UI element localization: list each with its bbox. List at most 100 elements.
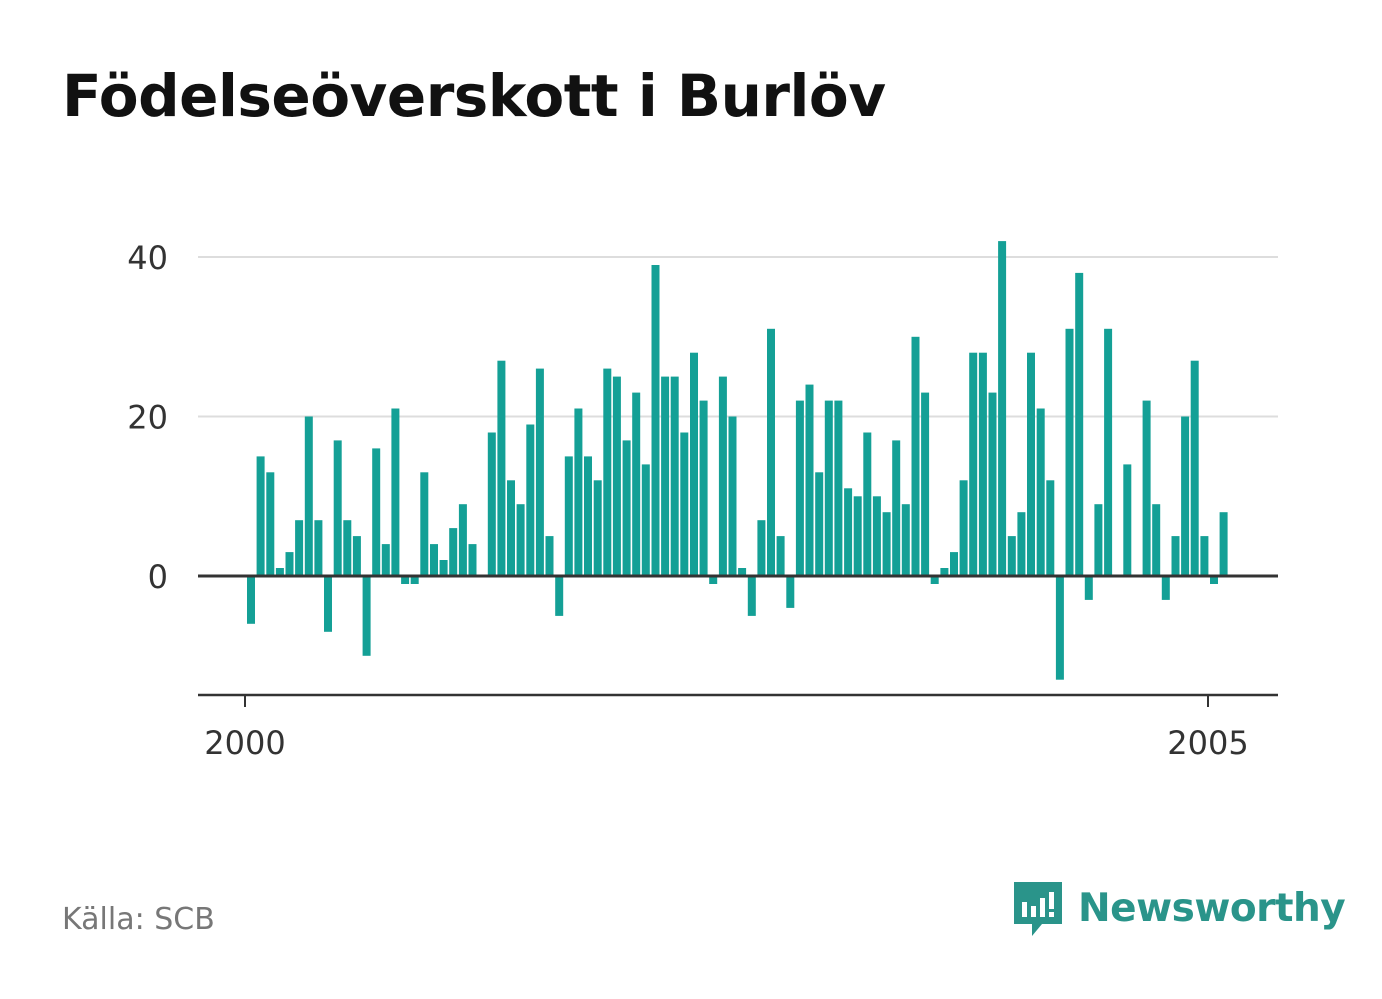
bar <box>988 392 997 576</box>
axes <box>198 574 1278 697</box>
bar <box>651 265 660 576</box>
bar <box>1161 576 1170 600</box>
bar <box>1152 504 1161 576</box>
bar <box>584 456 592 576</box>
bar <box>497 360 506 576</box>
bar <box>776 536 785 576</box>
chart-title: Födelseöverskott i Burlöv <box>62 62 886 130</box>
bar <box>439 560 448 576</box>
bar <box>420 472 429 576</box>
bar <box>449 528 458 576</box>
bar <box>603 368 612 576</box>
bar <box>998 241 1007 576</box>
bar <box>1017 512 1026 576</box>
bar <box>622 440 631 576</box>
y-axis-ticks: 0 20 40 <box>127 239 168 596</box>
bar <box>1190 360 1199 576</box>
bar <box>795 400 804 576</box>
bar <box>1142 400 1151 576</box>
bar <box>324 576 332 632</box>
bar <box>901 504 910 576</box>
bar <box>1200 536 1209 576</box>
bar <box>863 432 872 576</box>
bar <box>709 576 718 584</box>
bar <box>641 464 650 576</box>
bar <box>391 408 400 576</box>
bar <box>805 384 814 576</box>
x-axis-ticks: 200020052010201520202025 <box>204 695 1249 762</box>
bar <box>401 576 410 584</box>
y-tick-label: 0 <box>148 558 168 596</box>
source-label: Källa: SCB <box>62 902 215 937</box>
bar <box>1219 512 1228 576</box>
bar <box>747 576 756 616</box>
bar <box>824 400 833 576</box>
bar <box>333 440 342 576</box>
bar <box>834 400 843 576</box>
bar <box>632 392 641 576</box>
bar <box>266 472 275 576</box>
bar <box>690 352 698 576</box>
bar <box>911 336 920 577</box>
bar <box>295 520 304 576</box>
bar <box>1123 464 1132 576</box>
bar <box>343 520 352 576</box>
bar <box>362 576 371 656</box>
bar <box>1007 536 1016 576</box>
bar <box>564 456 573 576</box>
bar <box>670 376 679 576</box>
newsworthy-logo-icon <box>1014 882 1062 936</box>
y-tick-label: 40 <box>127 239 168 277</box>
bar <box>940 568 949 576</box>
bar <box>516 504 525 576</box>
bar <box>526 424 535 576</box>
bar <box>680 432 689 576</box>
bar <box>786 576 795 608</box>
bar <box>892 440 901 576</box>
bar <box>1210 576 1218 584</box>
bar <box>1084 576 1093 600</box>
newsworthy-logo: Newsworthy <box>1010 878 1346 938</box>
bar <box>978 352 987 576</box>
bar <box>1181 416 1190 576</box>
bar <box>555 576 564 616</box>
bar <box>381 544 390 576</box>
bar <box>699 400 708 576</box>
grid-lines <box>198 256 1278 418</box>
bar <box>1104 328 1113 576</box>
bar <box>612 376 621 576</box>
bar <box>372 448 381 576</box>
bar <box>882 512 891 576</box>
bar <box>1027 352 1035 576</box>
bar <box>487 432 496 576</box>
bar <box>1036 408 1045 576</box>
bar <box>718 376 727 576</box>
bar <box>507 480 515 576</box>
bar <box>959 480 968 576</box>
bar <box>314 520 323 576</box>
bar <box>535 368 544 576</box>
bar <box>728 416 737 576</box>
bar <box>574 408 583 576</box>
x-tick-label: 2000 <box>204 724 285 762</box>
bar <box>1075 272 1084 576</box>
y-tick-label: 20 <box>127 399 168 437</box>
bar <box>872 496 881 577</box>
bar <box>757 520 766 576</box>
bar <box>430 544 438 576</box>
brand-name: Newsworthy <box>1078 885 1346 931</box>
bar <box>545 536 554 576</box>
bar <box>1065 328 1074 576</box>
bar <box>1055 576 1064 680</box>
bar <box>853 496 862 577</box>
bar <box>950 552 958 576</box>
bar <box>815 472 824 576</box>
bar <box>1046 480 1055 576</box>
bar <box>410 576 419 584</box>
bar <box>593 480 602 576</box>
bar <box>352 536 361 576</box>
bar <box>247 576 255 624</box>
bars <box>247 241 1228 680</box>
bar <box>1171 536 1180 576</box>
